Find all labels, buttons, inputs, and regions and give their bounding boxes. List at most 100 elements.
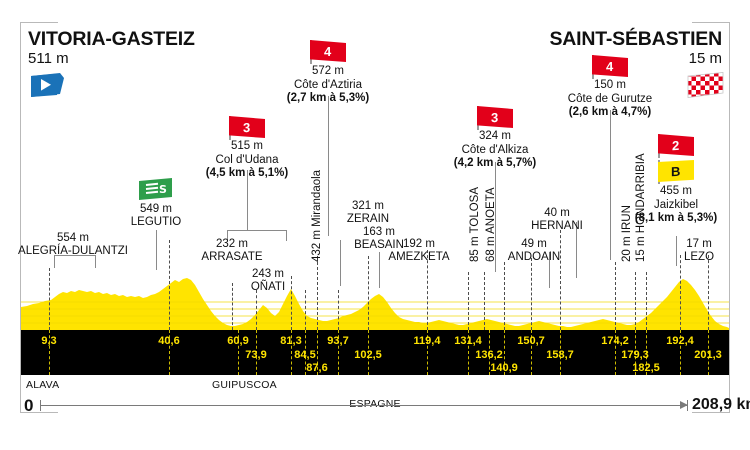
guide-line (635, 272, 636, 330)
km-label: 192,4 (666, 335, 694, 347)
climb-category: 3 (243, 119, 251, 135)
leader-line-legutio (156, 230, 157, 270)
climb-label-gurutze: 150 m Côte de Gurutze (2,6 km à 4,7%) (568, 79, 652, 120)
bracket-udana (227, 230, 287, 241)
frame-border-right (729, 22, 730, 412)
climb-detail: (8,1 km à 5,3%) (634, 212, 718, 224)
finish-altitude: 15 m (688, 50, 722, 67)
km-label: 60,9 (227, 335, 249, 347)
climb-category: 4 (606, 58, 614, 74)
km-tick (560, 330, 561, 375)
climb-detail: (2,6 km à 4,7%) (568, 106, 652, 118)
region-label-guipuscoa: GUIPUSCOA (212, 379, 277, 391)
climb-detail: (2,7 km à 5,3%) (286, 92, 370, 104)
guide-line (317, 262, 318, 330)
climb-flag-aztiria[interactable]: 4 (310, 40, 346, 64)
climb-flag-alkiza[interactable]: 3 (477, 106, 513, 130)
town-altitude: 554 m (57, 232, 89, 244)
km-tick (291, 330, 292, 375)
climb-label-udana: 515 m Col d'Udana (4,5 km à 5,1%) (206, 140, 288, 181)
frame-border-top-right (692, 22, 730, 23)
km-tick (238, 330, 239, 375)
climb-flag-gurutze[interactable]: 4 (592, 55, 628, 79)
town-name: TOLOSA (469, 186, 481, 234)
town-altitude: 17 m (686, 238, 712, 250)
guide-line (615, 262, 616, 330)
town-name: OÑATI (250, 281, 286, 293)
guide-line (368, 256, 369, 330)
km-label: 131,4 (454, 335, 482, 347)
sprint-flag-icon[interactable]: S (138, 178, 174, 201)
km-label: 174,2 (601, 335, 629, 347)
km-label: 140,9 (490, 362, 518, 374)
guide-line (291, 276, 292, 330)
climb-flag-udana[interactable]: 3 (229, 116, 265, 140)
sprint-name: LEGUTIO (130, 216, 182, 228)
leader-line-jaizkibel (676, 236, 677, 266)
town-name: ZERAIN (346, 213, 390, 225)
climb-category: 2 (672, 137, 680, 153)
town-altitude: 192 m (403, 238, 435, 250)
town-label-zerain: 321 m ZERAIN (347, 200, 389, 226)
distance-scale-arrow (680, 401, 688, 409)
climb-altitude: 572 m (312, 65, 344, 77)
town-label-beasain: 163 m BEASAIN (354, 226, 404, 252)
climb-label-aztiria: 572 m Côte d'Aztiria (2,7 km à 5,3%) (287, 65, 369, 106)
town-altitude: 49 m (521, 238, 547, 250)
climb-category: 4 (324, 43, 332, 59)
km-tick (305, 330, 306, 375)
town-name: BEASAIN (354, 239, 404, 251)
climb-name: Col d'Udana (215, 153, 279, 166)
finish-city-name: SAINT-SÉBASTIEN (549, 28, 722, 50)
km-label: 136,2 (475, 349, 503, 361)
climb-detail: (4,2 km à 5,7%) (453, 157, 537, 169)
town-label-andoain: 49 m ANDOAIN (508, 238, 560, 264)
km-label: 87,6 (306, 362, 328, 374)
elevation-profile-svg (21, 278, 729, 330)
sprint-label-legutio: 549 m LEGUTIO (131, 203, 181, 229)
climb-altitude: 150 m (594, 79, 626, 91)
km-tick (489, 330, 490, 375)
leader-line-andoain (549, 252, 550, 288)
region-label-alava: ALAVA (26, 379, 60, 391)
climb-flag-jaizkibel[interactable]: 2 (658, 134, 694, 158)
km-label: 9,3 (41, 335, 57, 347)
climb-category: 3 (491, 109, 499, 125)
svg-text:S: S (159, 183, 167, 196)
km-label: 119,4 (413, 335, 441, 347)
km-label: 179,3 (621, 349, 649, 361)
guide-line (468, 272, 469, 330)
town-altitude: 68 m (485, 236, 497, 262)
town-altitude: 432 m (311, 230, 323, 262)
km-tick (646, 330, 647, 375)
km-label: 182,5 (632, 362, 660, 374)
town-altitude: 163 m (363, 226, 395, 238)
bonus-category: B (671, 163, 681, 179)
climb-altitude: 515 m (231, 140, 263, 152)
town-name: IRUN (621, 205, 633, 234)
km-label: 40,6 (158, 335, 180, 347)
town-label-anoeta: 68 m ANOETA (485, 187, 497, 262)
elevation-profile-area (21, 258, 729, 330)
town-label-hernani: 40 m HERNANI (531, 207, 583, 233)
km-tick (256, 330, 257, 375)
town-label-alegria: 554 m ALEGRÍA-DULANTZI (18, 232, 128, 258)
leader-line-gurutze (610, 110, 611, 260)
town-altitude: 85 m (469, 236, 481, 262)
town-label-mirandaola: 432 m Mirandaola (311, 170, 323, 262)
km-tick (680, 330, 681, 375)
km-tick (169, 330, 170, 375)
sprint-altitude: 549 m (140, 203, 172, 215)
leader-line-hernani (576, 222, 577, 278)
bonus-flag-jaizkibel[interactable]: B (658, 160, 694, 184)
town-label-irun: 20 m IRUN (621, 205, 633, 262)
guide-line (427, 250, 428, 330)
town-altitude: 243 m (252, 268, 284, 280)
leader-line-zerain (340, 240, 341, 286)
start-flag-icon (30, 72, 66, 98)
distance-total-label: 208,9 km (692, 396, 750, 413)
guide-line (49, 268, 50, 330)
guide-line (504, 262, 505, 330)
km-label: 150,7 (517, 335, 545, 347)
